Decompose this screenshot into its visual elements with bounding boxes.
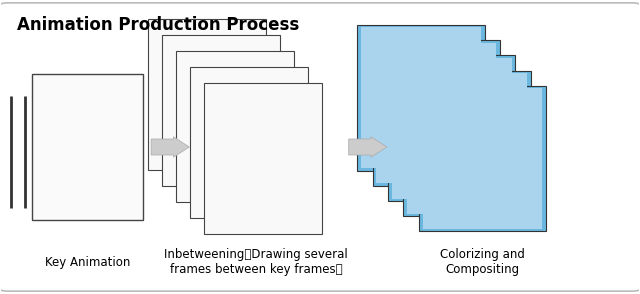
- FancyArrow shape: [349, 137, 387, 157]
- Bar: [361, 27, 481, 168]
- Text: Animation Production Process: Animation Production Process: [17, 16, 300, 34]
- Bar: [403, 71, 531, 216]
- Bar: [175, 51, 294, 202]
- FancyBboxPatch shape: [0, 3, 640, 291]
- Bar: [376, 43, 496, 183]
- Text: Colorizing and
Compositing: Colorizing and Compositing: [440, 248, 525, 276]
- Bar: [357, 25, 484, 171]
- Bar: [372, 40, 500, 186]
- Bar: [422, 88, 542, 229]
- Bar: [162, 35, 280, 186]
- Bar: [392, 58, 511, 199]
- Bar: [31, 74, 143, 220]
- Bar: [407, 73, 527, 214]
- Bar: [388, 55, 515, 201]
- Bar: [189, 67, 308, 218]
- Bar: [204, 83, 321, 234]
- FancyArrow shape: [151, 137, 189, 157]
- Text: Inbetweening（Drawing several
frames between key frames）: Inbetweening（Drawing several frames betw…: [164, 248, 348, 276]
- Text: Key Animation: Key Animation: [45, 255, 130, 268]
- Bar: [148, 19, 266, 170]
- Bar: [419, 86, 546, 231]
